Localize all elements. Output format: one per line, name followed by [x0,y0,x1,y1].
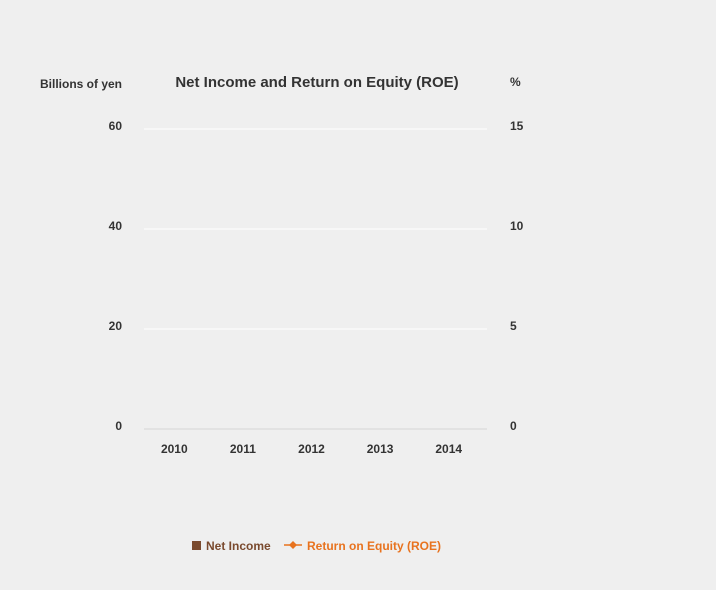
right-tick-10: 10 [510,219,524,233]
right-tick-5: 5 [510,319,517,333]
x-axis-ticks: 2010 2011 2012 2013 2014 [161,442,462,456]
right-tick-15: 15 [510,119,524,133]
right-tick-0: 0 [510,419,517,433]
legend-net-income-swatch [192,541,201,550]
left-tick-0: 0 [115,419,122,433]
x-tick-2012: 2012 [298,442,325,456]
right-axis-ticks: 0 5 10 15 [510,119,524,433]
left-tick-60: 60 [109,119,123,133]
left-axis-ticks: 0 20 40 60 [109,119,123,433]
left-axis-unit: Billions of yen [40,77,122,91]
legend-net-income-label: Net Income [206,539,271,553]
left-tick-40: 40 [109,219,123,233]
left-tick-20: 20 [109,319,123,333]
x-tick-2010: 2010 [161,442,188,456]
gridlines [144,128,487,430]
x-tick-2011: 2011 [230,442,256,456]
chart-title: Net Income and Return on Equity (ROE) [175,74,458,91]
legend-roe-marker [289,541,297,549]
right-axis-unit: % [510,75,521,89]
legend-roe-label: Return on Equity (ROE) [307,539,441,553]
x-tick-2014: 2014 [435,442,462,456]
x-tick-2013: 2013 [367,442,394,456]
legend: Net Income Return on Equity (ROE) [192,539,441,553]
